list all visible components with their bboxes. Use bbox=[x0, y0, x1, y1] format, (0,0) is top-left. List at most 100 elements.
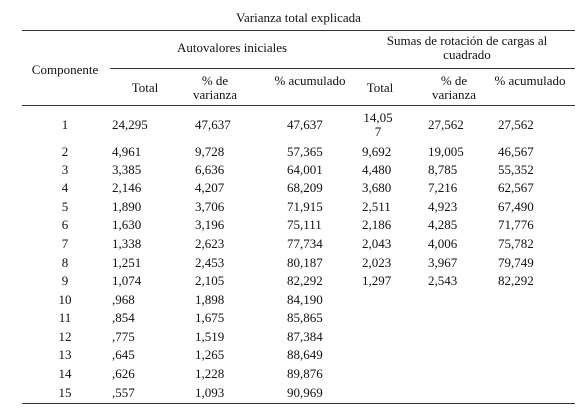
table-cell: 1,093 bbox=[195, 385, 225, 400]
column-header: % de varianza bbox=[192, 73, 238, 102]
table-cell: 68,209 bbox=[287, 180, 323, 195]
row-label: 3 bbox=[61, 162, 69, 177]
row-label: 7 bbox=[61, 236, 69, 251]
table-cell: 9,692 bbox=[362, 144, 392, 159]
table-cell: 9,728 bbox=[195, 144, 225, 159]
row-header: Componente bbox=[31, 62, 99, 77]
table-cell: 82,292 bbox=[498, 273, 534, 288]
table-cell: 1,297 bbox=[362, 273, 392, 288]
table-cell: 2,105 bbox=[195, 273, 225, 288]
table-cell: 75,782 bbox=[498, 236, 534, 251]
table-cell: 3,706 bbox=[195, 199, 225, 214]
table-cell: 71,915 bbox=[287, 199, 323, 214]
table-cell: 1,898 bbox=[195, 292, 225, 307]
table-cell: 1,228 bbox=[195, 366, 225, 381]
table-cell: 82,292 bbox=[287, 273, 323, 288]
table-cell: 4,923 bbox=[428, 199, 458, 214]
table-cell: 6,636 bbox=[195, 162, 225, 177]
row-label: 6 bbox=[61, 217, 69, 232]
row-label: 4 bbox=[61, 180, 69, 195]
table-cell: 77,734 bbox=[287, 236, 323, 251]
column-header: Total bbox=[131, 80, 159, 95]
table-cell: ,645 bbox=[112, 347, 135, 362]
table-cell: 47,637 bbox=[287, 117, 323, 132]
column-header: % acumulado bbox=[494, 73, 566, 88]
table-cell: 87,384 bbox=[287, 329, 323, 344]
table-cell: 27,562 bbox=[498, 117, 534, 132]
table-cell: 4,006 bbox=[428, 236, 458, 251]
row-label: 12 bbox=[58, 329, 72, 344]
table-cell: 46,567 bbox=[498, 144, 534, 159]
table-cell: 88,649 bbox=[287, 347, 323, 362]
rule bbox=[22, 403, 575, 404]
row-label: 8 bbox=[61, 255, 69, 270]
column-header: Total bbox=[366, 80, 394, 95]
table-cell: 4,285 bbox=[428, 217, 458, 232]
table-cell: 85,865 bbox=[287, 310, 323, 325]
row-label: 1 bbox=[61, 117, 69, 132]
table-cell: 3,967 bbox=[428, 255, 458, 270]
table-cell: 2,543 bbox=[428, 273, 458, 288]
table-cell: 90,969 bbox=[287, 385, 323, 400]
table-cell: 8,785 bbox=[428, 162, 458, 177]
table-cell: 1,630 bbox=[112, 217, 142, 232]
table-cell: 14,057 bbox=[363, 110, 393, 139]
row-label: 14 bbox=[58, 366, 72, 381]
table-cell: 57,365 bbox=[287, 144, 323, 159]
table-cell: 67,490 bbox=[498, 199, 534, 214]
table-cell: 80,187 bbox=[287, 255, 323, 270]
table-cell: 1,265 bbox=[195, 347, 225, 362]
table-cell: 62,567 bbox=[498, 180, 534, 195]
rule bbox=[22, 30, 575, 31]
row-label: 2 bbox=[61, 144, 69, 159]
table-cell: 2,023 bbox=[362, 255, 392, 270]
table-cell: 27,562 bbox=[428, 117, 464, 132]
table-cell: 2,623 bbox=[195, 236, 225, 251]
table-cell: 7,216 bbox=[428, 180, 458, 195]
column-header: % de varianza bbox=[431, 73, 477, 102]
table-cell: 1,074 bbox=[112, 273, 142, 288]
table-cell: 89,876 bbox=[287, 366, 323, 381]
table-cell: 75,111 bbox=[287, 217, 322, 232]
group-header: Autovalores iniciales bbox=[176, 40, 288, 55]
group-header: Sumas de rotación de cargas al cuadrado bbox=[386, 33, 548, 62]
table-cell: 1,338 bbox=[112, 236, 142, 251]
row-label: 9 bbox=[61, 273, 69, 288]
table-cell: 19,005 bbox=[428, 144, 464, 159]
table-cell: ,626 bbox=[112, 366, 135, 381]
table-cell: 2,511 bbox=[362, 199, 391, 214]
table-cell: ,854 bbox=[112, 310, 135, 325]
table-title: Varianza total explicada bbox=[236, 10, 361, 25]
table-cell: 1,675 bbox=[195, 310, 225, 325]
row-label: 15 bbox=[58, 385, 72, 400]
table-cell: 3,385 bbox=[112, 162, 142, 177]
row-label: 5 bbox=[61, 199, 69, 214]
row-label: 11 bbox=[58, 310, 72, 325]
table-cell: 64,001 bbox=[287, 162, 323, 177]
table-cell: ,557 bbox=[112, 385, 135, 400]
table-cell: 71,776 bbox=[498, 217, 534, 232]
table-cell: ,968 bbox=[112, 292, 135, 307]
table-cell: 4,480 bbox=[362, 162, 392, 177]
column-header: % acumulado bbox=[274, 73, 346, 88]
rule bbox=[22, 105, 575, 106]
table-cell: 47,637 bbox=[195, 117, 231, 132]
table-cell: 3,680 bbox=[362, 180, 392, 195]
rule bbox=[110, 68, 575, 69]
table-cell: 3,196 bbox=[195, 217, 225, 232]
table-cell: 4,207 bbox=[195, 180, 225, 195]
table-cell: 2,043 bbox=[362, 236, 392, 251]
table-cell: 84,190 bbox=[287, 292, 323, 307]
table-cell: 1,890 bbox=[112, 199, 142, 214]
row-label: 10 bbox=[58, 292, 72, 307]
table-cell: 24,295 bbox=[112, 117, 148, 132]
table-cell: 4,961 bbox=[112, 144, 142, 159]
table-cell: 2,146 bbox=[112, 180, 142, 195]
table-cell: 79,749 bbox=[498, 255, 534, 270]
table-cell: 2,453 bbox=[195, 255, 225, 270]
table-cell: 2,186 bbox=[362, 217, 392, 232]
table-cell: 1,251 bbox=[112, 255, 142, 270]
table-cell: 55,352 bbox=[498, 162, 534, 177]
table-cell: ,775 bbox=[112, 329, 135, 344]
